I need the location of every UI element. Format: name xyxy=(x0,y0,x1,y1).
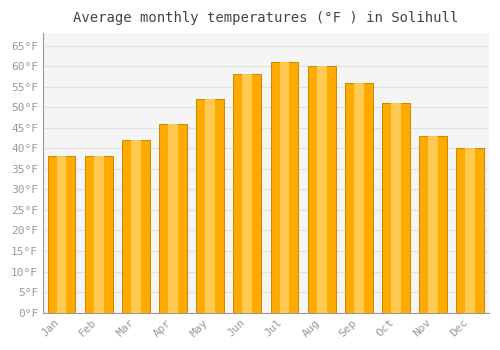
Bar xyxy=(317,66,326,313)
Bar xyxy=(391,103,401,313)
Bar xyxy=(242,74,252,313)
Bar xyxy=(168,124,178,313)
Bar xyxy=(159,124,187,313)
Bar xyxy=(456,148,484,313)
Bar xyxy=(382,103,410,313)
Bar xyxy=(466,148,475,313)
Bar xyxy=(345,83,373,313)
Bar xyxy=(56,156,66,313)
Bar xyxy=(419,136,447,313)
Bar xyxy=(234,74,262,313)
Bar xyxy=(428,136,438,313)
Bar xyxy=(94,156,104,313)
Bar xyxy=(131,140,140,313)
Bar xyxy=(280,62,289,313)
Bar xyxy=(196,99,224,313)
Bar xyxy=(308,66,336,313)
Bar xyxy=(354,83,364,313)
Title: Average monthly temperatures (°F ) in Solihull: Average monthly temperatures (°F ) in So… xyxy=(74,11,458,25)
Bar xyxy=(270,62,298,313)
Bar xyxy=(206,99,215,313)
Bar xyxy=(85,156,112,313)
Bar xyxy=(48,156,76,313)
Bar xyxy=(122,140,150,313)
